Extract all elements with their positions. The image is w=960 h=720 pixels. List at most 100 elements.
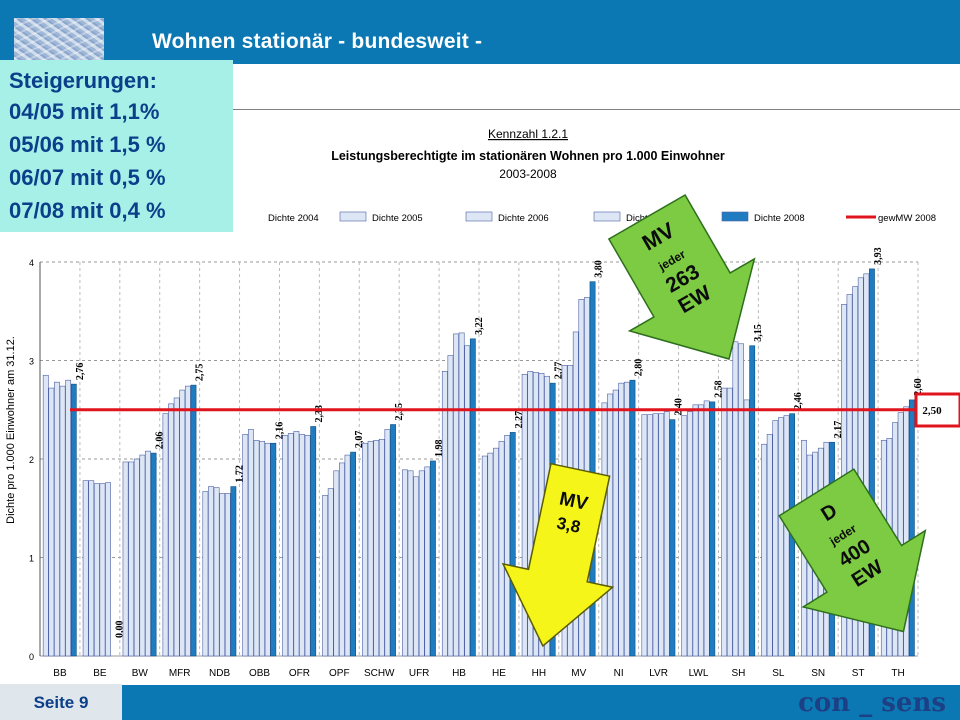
bar	[652, 413, 659, 657]
bar	[418, 470, 425, 657]
bar	[863, 273, 870, 657]
bar	[179, 389, 186, 657]
bar	[373, 439, 380, 657]
x-tick-label: HB	[452, 668, 466, 679]
data-label: 2,46	[793, 392, 804, 410]
bar	[402, 469, 408, 657]
y-tick-label: 4	[29, 258, 34, 268]
bar	[299, 434, 305, 657]
data-label: 2,17	[833, 421, 844, 439]
legend-swatch	[339, 211, 367, 222]
bar	[54, 381, 60, 657]
bar	[105, 482, 111, 657]
bar	[607, 393, 613, 657]
bar	[698, 404, 704, 657]
bar	[293, 431, 300, 657]
plot-area: 0 1 2 3 4 2,76 BB 0,00 BE 2,06 BW 2,75 MFR 1,72 NDB 2,1…	[29, 247, 924, 679]
bar	[133, 458, 140, 657]
data-label: 2,80	[633, 359, 644, 377]
bar	[521, 373, 528, 657]
bar	[447, 355, 454, 657]
x-tick-label: LWL	[689, 668, 709, 679]
bar	[339, 462, 345, 657]
callout-text: 3,8	[555, 513, 582, 537]
legend-label: Dichte 2006	[498, 213, 549, 224]
bar	[230, 486, 237, 657]
bar	[42, 374, 49, 657]
bar	[612, 389, 619, 657]
bar	[464, 345, 471, 657]
bar	[430, 460, 436, 657]
bar	[778, 417, 784, 657]
x-tick-label: MFR	[169, 668, 191, 679]
x-tick-label: HH	[532, 668, 546, 679]
note-line: Steigerungen:	[9, 68, 157, 93]
bar	[253, 439, 260, 657]
y-tick-label: 3	[29, 357, 34, 367]
data-label: 0,00	[115, 621, 126, 639]
bar	[190, 384, 197, 657]
y-axis-label: Dichte pro 1.000 Einwohner am 31.12.	[5, 336, 17, 524]
legend-label: Dichte 2005	[372, 213, 423, 224]
note-line: 05/06 mit 1,5 %	[9, 132, 166, 157]
bar	[721, 387, 728, 657]
legend-label: Dichte 2004	[268, 213, 319, 224]
mv-top-arrow: MV jeder 263 EW	[607, 193, 756, 360]
bar	[219, 493, 226, 657]
data-label: 2,33	[314, 405, 325, 423]
bar	[469, 338, 476, 657]
bar	[504, 435, 511, 657]
logo-texture	[14, 18, 104, 64]
bar	[99, 483, 106, 657]
chart-title: Kennzahl 1.2.1	[488, 127, 568, 141]
bar	[658, 413, 665, 657]
bar	[601, 402, 608, 657]
bar	[162, 413, 169, 657]
brand-logo: con _ sens	[798, 688, 946, 718]
bar	[322, 495, 329, 657]
bar	[93, 483, 100, 657]
x-tick-label: SN	[811, 668, 825, 679]
header-bar: Wohnen stationär - bundesweit -	[0, 0, 960, 64]
arrow-shape	[607, 193, 756, 360]
x-tick-label: SCHW	[364, 668, 395, 679]
bar	[623, 381, 630, 657]
bar	[248, 429, 254, 657]
bar	[424, 466, 431, 657]
divider-line	[232, 109, 960, 110]
bar	[378, 438, 385, 657]
data-label: 3,22	[474, 317, 485, 335]
legend-label: gewMW 2008	[878, 213, 936, 224]
bar	[122, 461, 129, 657]
bar	[150, 452, 157, 657]
x-tick-label: TH	[891, 668, 904, 679]
data-label: 3,93	[873, 247, 884, 265]
note-line: 06/07 mit 0,5 %	[9, 165, 166, 190]
bar	[70, 383, 77, 657]
bar	[145, 450, 151, 657]
note-line: 04/05 mit 1,1%	[9, 99, 160, 124]
data-label: 2,76	[75, 363, 86, 381]
bar	[749, 345, 756, 657]
bar	[681, 415, 688, 657]
bar	[761, 443, 768, 657]
bar	[743, 399, 750, 657]
data-label: 1,72	[234, 465, 245, 483]
bar	[509, 432, 516, 657]
chart-years: 2003-2008	[499, 167, 557, 181]
bar	[527, 371, 534, 657]
bar	[726, 387, 733, 657]
bar	[738, 343, 744, 657]
data-label: 2,07	[354, 431, 365, 449]
logo-texture-overlay	[14, 18, 104, 64]
bar	[532, 372, 539, 657]
x-tick-label: LVR	[649, 668, 668, 679]
x-tick-label: BW	[132, 668, 149, 679]
bar	[669, 419, 676, 657]
x-tick-label: OBB	[249, 668, 270, 679]
bar	[458, 332, 465, 657]
bar	[282, 435, 289, 657]
x-tick-label: OFR	[289, 668, 310, 679]
bar	[168, 403, 174, 657]
